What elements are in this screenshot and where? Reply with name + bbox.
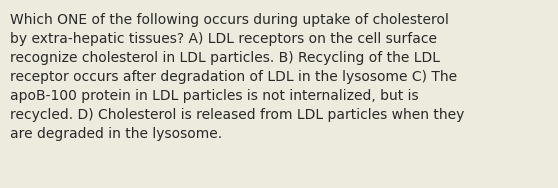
Text: Which ONE of the following occurs during uptake of cholesterol
by extra-hepatic : Which ONE of the following occurs during…: [10, 13, 464, 141]
